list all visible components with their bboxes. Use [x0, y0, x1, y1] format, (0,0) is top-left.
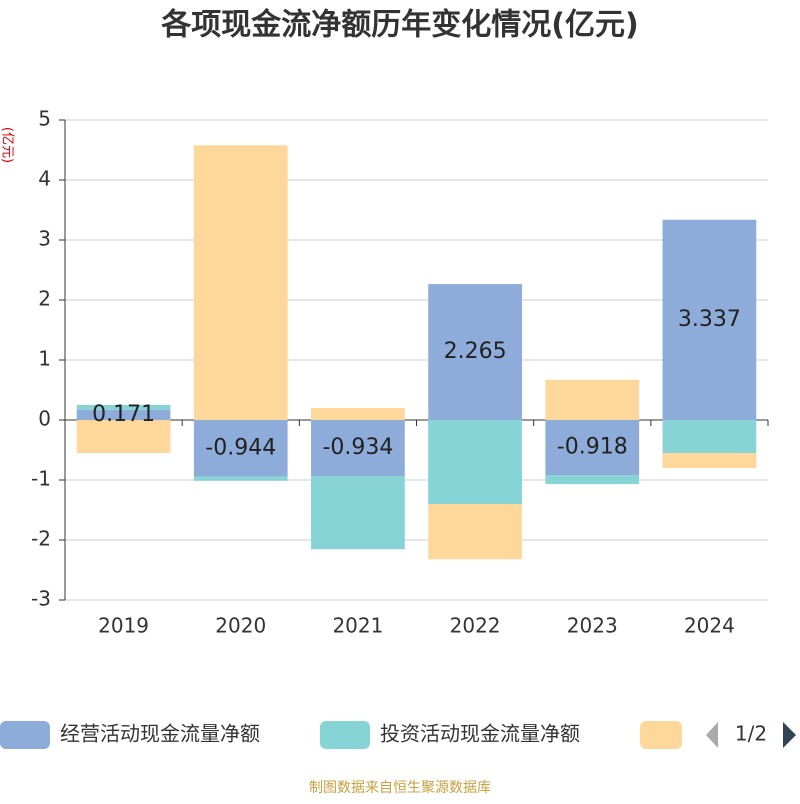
x-tick-label: 2021 — [332, 614, 383, 638]
bar — [662, 453, 757, 468]
y-tick-label: 4 — [38, 167, 51, 191]
y-tick-label: -3 — [31, 587, 51, 611]
bar — [193, 145, 288, 420]
legend-label: 经营活动现金流量净额 — [60, 722, 260, 746]
legend-label: 投资活动现金流量净额 — [380, 722, 580, 746]
bar — [428, 504, 522, 560]
y-tick-label: 5 — [38, 107, 51, 131]
x-tick-label: 2020 — [215, 614, 266, 638]
data-label: -0.918 — [557, 435, 628, 460]
y-tick-label: 1 — [38, 347, 51, 371]
y-tick-label: 3 — [38, 227, 51, 251]
legend-page: 1/2 — [735, 722, 767, 746]
bar — [76, 404, 171, 410]
x-tick-label: 2024 — [684, 614, 735, 638]
data-label: -0.934 — [322, 435, 393, 460]
legend-next[interactable] — [783, 722, 796, 748]
bar — [193, 420, 288, 477]
bar — [76, 409, 171, 420]
bar — [545, 379, 640, 420]
bar — [662, 219, 757, 420]
bar — [545, 475, 640, 485]
legend-prev[interactable] — [706, 722, 718, 748]
data-label: 3.337 — [678, 307, 741, 332]
data-label: 2.265 — [444, 339, 507, 364]
x-tick-label: 2019 — [98, 614, 149, 638]
x-tick-label: 2022 — [450, 614, 501, 638]
bar — [311, 476, 405, 550]
source: 制图数据来自恒生聚源数据库 — [309, 780, 491, 796]
bar — [311, 408, 405, 420]
bar — [545, 420, 640, 476]
bar — [428, 420, 522, 504]
bar — [428, 284, 522, 420]
legend-swatch — [640, 721, 682, 749]
bar — [76, 420, 171, 453]
x-tick-label: 2023 — [567, 614, 618, 638]
bar — [193, 476, 288, 481]
bar — [662, 420, 757, 453]
legend-swatch — [320, 721, 370, 749]
y-tick-label: -1 — [31, 467, 51, 491]
y-tick-label: 0 — [38, 407, 51, 431]
data-label: 0.171 — [92, 402, 155, 427]
bar — [311, 420, 405, 477]
y-axis-label: (亿元) — [0, 127, 15, 163]
chart-title: 各项现金流净额历年变化情况(亿元) — [160, 8, 638, 43]
y-tick-label: 2 — [38, 287, 51, 311]
y-tick-label: -2 — [31, 527, 51, 551]
data-label: -0.944 — [205, 435, 276, 460]
legend-swatch — [0, 721, 50, 749]
